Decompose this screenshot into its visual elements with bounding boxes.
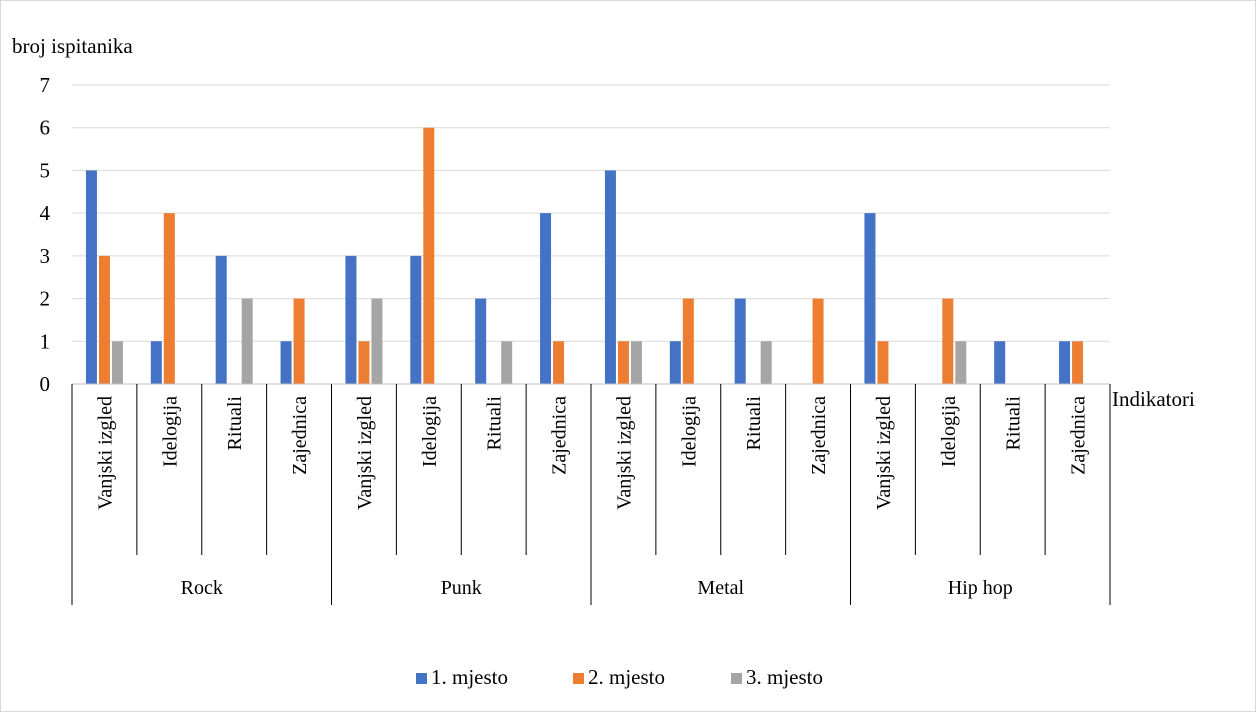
bar xyxy=(760,341,772,384)
bar xyxy=(812,298,824,384)
bar xyxy=(475,298,487,384)
category-label: Idelogija xyxy=(419,396,441,467)
group-label: Rock xyxy=(181,577,223,599)
category-label: Rituali xyxy=(743,396,765,451)
bar xyxy=(553,341,565,384)
legend-label: 3. mjesto xyxy=(746,665,823,689)
group-label: Punk xyxy=(441,577,482,599)
bar xyxy=(877,341,889,384)
legend-label: 2. mjesto xyxy=(588,665,665,689)
legend-swatch xyxy=(731,673,742,684)
group-label: Hip hop xyxy=(948,577,1013,599)
bar xyxy=(604,170,616,384)
bar xyxy=(669,341,681,384)
category-label: Rituali xyxy=(1003,396,1025,451)
bar xyxy=(630,341,642,384)
bar xyxy=(682,298,694,384)
bar xyxy=(280,341,292,384)
bar xyxy=(501,341,513,384)
y-tick-label: 6 xyxy=(40,116,51,140)
bar xyxy=(85,170,97,384)
bar xyxy=(423,127,435,384)
legend-label: 1. mjesto xyxy=(431,665,508,689)
bars xyxy=(85,127,1084,384)
category-label: Zajednica xyxy=(808,396,830,475)
gridlines xyxy=(72,84,1110,342)
bar xyxy=(163,213,175,384)
category-label: Idelogija xyxy=(678,396,700,467)
category-label: Zajednica xyxy=(289,396,311,475)
category-label: Zajednica xyxy=(549,396,571,475)
bar xyxy=(111,341,123,384)
y-tick-label: 1 xyxy=(40,329,51,353)
bar xyxy=(98,255,110,384)
category-label: Vanjski izgled xyxy=(613,396,635,510)
group-label: Metal xyxy=(697,577,744,599)
y-tick-label: 0 xyxy=(40,372,51,396)
legend-swatch xyxy=(416,673,427,684)
bar xyxy=(241,298,253,384)
y-tick-label: 4 xyxy=(40,201,51,225)
bar xyxy=(150,341,162,384)
bar xyxy=(1072,341,1084,384)
axes xyxy=(71,383,1111,605)
bar xyxy=(371,298,383,384)
bar xyxy=(617,341,629,384)
legend-swatch xyxy=(573,673,584,684)
bar xyxy=(410,255,422,384)
bar xyxy=(215,255,227,384)
bar xyxy=(293,298,305,384)
category-label: Vanjski izgled xyxy=(354,396,376,510)
bar xyxy=(345,255,357,384)
y-tick-label: 2 xyxy=(40,287,51,311)
y-tick-label: 5 xyxy=(40,158,51,182)
y-tick-label: 3 xyxy=(40,244,51,268)
legend: 1. mjesto 2. mjesto 3. mjesto xyxy=(416,665,823,689)
bar xyxy=(540,213,552,384)
bar xyxy=(994,341,1006,384)
y-tick-label: 7 xyxy=(40,73,51,97)
bar xyxy=(358,341,370,384)
category-label: Rituali xyxy=(484,396,506,451)
category-label: Rituali xyxy=(224,396,246,451)
bar xyxy=(942,298,954,384)
labels: 0 1 2 3 4 5 6 7 broj ispitanika Vanjski izgled Ide… xyxy=(12,34,1195,599)
category-label: Vanjski izgled xyxy=(94,396,116,510)
category-label: Idelogija xyxy=(159,396,181,467)
category-label: Zajednica xyxy=(1068,396,1090,475)
bar xyxy=(1059,341,1071,384)
y-axis-label: broj ispitanika xyxy=(12,34,133,58)
bar xyxy=(864,213,876,384)
category-label: Idelogija xyxy=(938,396,960,467)
bar xyxy=(955,341,967,384)
x-axis-label: Indikatori xyxy=(1112,387,1195,411)
category-label: Vanjski izgled xyxy=(873,396,895,510)
bar xyxy=(734,298,746,384)
